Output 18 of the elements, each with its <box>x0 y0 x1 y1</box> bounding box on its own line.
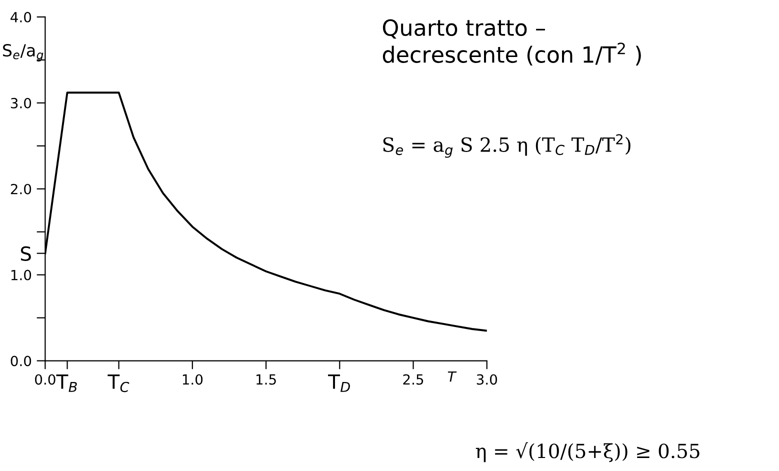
y-tick-label: 2.0 <box>10 184 32 194</box>
x-tick-label: T$_{D}$ <box>328 374 350 392</box>
y-tick-label: S <box>20 246 31 262</box>
x-tick-label: 1.0 <box>182 374 203 385</box>
text: Quarto tratto – decrescente (con 1/T$^{2}$ ) <box>382 19 641 66</box>
text: η = √(10/(5+ξ)) ≥ 0.55 <box>476 442 700 462</box>
x-tick-label: 1.5 <box>256 374 276 385</box>
x-tick-label: T$_{B}$ <box>56 374 77 392</box>
y-tick-label: 1.0 <box>11 270 32 280</box>
x-tick-label: 2.5 <box>403 374 424 385</box>
x-tick-label: 0.0 <box>35 374 56 385</box>
x-tick-label: T$_{C}$ <box>108 374 130 392</box>
y-tick-label: 3.0 <box>10 98 32 108</box>
text: S$_{e}$ = a$_{g}$ S 2.5 η (T$_{C}$ T$_{D}$/T$^{2}$) <box>383 134 630 158</box>
x-tick-label: 3.0 <box>476 374 497 385</box>
y-tick-label: 4.0 <box>10 12 32 22</box>
y-tick-label: 0.0 <box>10 356 32 366</box>
x-axis-title: T <box>448 372 457 382</box>
